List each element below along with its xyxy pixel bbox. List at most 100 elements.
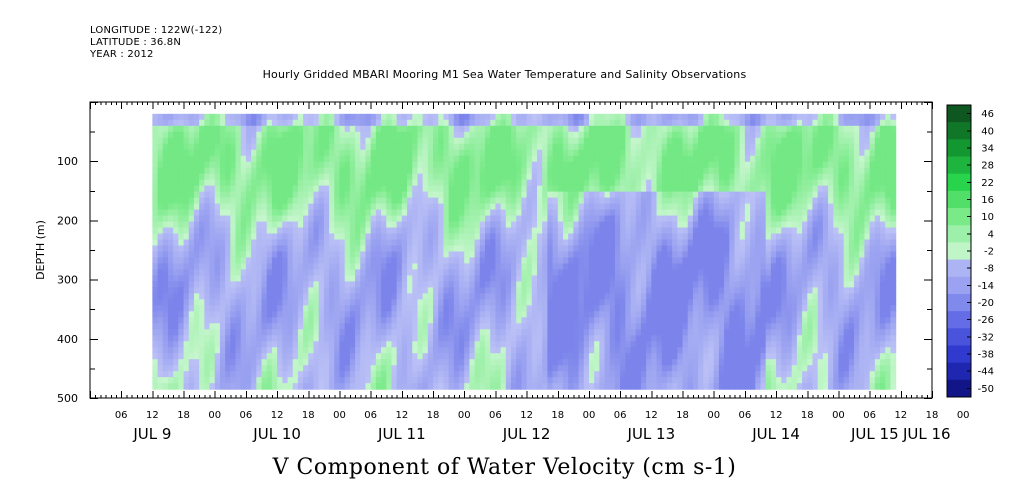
heatmap-cell [770,191,777,199]
heatmap-cell [396,281,403,288]
heatmap-cell [552,227,559,235]
heatmap-cell [770,155,777,163]
heatmap-cell [344,149,351,157]
heatmap-cell [323,257,330,265]
heatmap-cell [240,299,247,306]
heatmap-cell [755,269,762,277]
heatmap-cell [219,149,226,157]
heatmap-cell [240,131,247,139]
heatmap-cell [760,269,767,277]
heatmap-cell [890,125,897,133]
heatmap-cell [854,245,860,253]
heatmap-cell [703,263,710,271]
heatmap-cell [656,197,663,205]
heatmap-cell [479,191,486,199]
heatmap-cell [625,215,632,223]
heatmap-cell [880,293,886,300]
heatmap-cell [433,113,439,121]
heatmap-cell [739,161,746,169]
heatmap-cell [427,161,434,169]
heatmap-cell [573,161,580,169]
heatmap-cell [713,233,720,241]
heatmap-cell [453,143,460,151]
heatmap-cell [609,293,616,300]
heatmap-cell [287,197,294,205]
heatmap-cell [193,275,200,282]
heatmap-cell [885,155,892,163]
heatmap-cell [807,239,814,247]
heatmap-cell [812,113,819,121]
heatmap-cell [433,137,439,145]
heatmap-cell [245,317,252,324]
heatmap-cell [386,209,393,217]
heatmap-cell [848,275,855,282]
heatmap-cell [240,185,247,193]
heatmap-cell [755,257,762,265]
heatmap-cell [557,281,564,288]
heatmap-cell [412,239,419,247]
heatmap-cell [360,149,367,157]
heatmap-cell [843,149,850,157]
heatmap-cell [552,221,559,229]
heatmap-cell [703,305,710,312]
heatmap-cell [433,167,439,175]
heatmap-cell [776,293,782,300]
heatmap-cell [349,131,356,139]
heatmap-cell [666,251,673,259]
heatmap-cell [500,143,507,151]
heatmap-cell [443,113,450,121]
heatmap-cell [755,245,762,253]
heatmap-cell [698,179,704,187]
heatmap-cell [360,173,367,181]
heatmap-cell [303,197,309,205]
heatmap-cell [162,281,169,288]
heatmap-cell [199,203,205,211]
heatmap-cell [687,281,694,288]
heatmap-cell [594,221,600,229]
heatmap-cell [552,251,559,259]
heatmap-cell [854,239,860,247]
heatmap-cell [557,143,564,151]
heatmap-cell [526,305,533,312]
heatmap-cell [318,293,325,300]
heatmap-cell [833,167,840,175]
heatmap-cell [401,173,408,181]
heatmap-cell [266,227,273,235]
heatmap-cell [173,161,179,169]
heatmap-cell [573,209,580,217]
heatmap-cell [308,215,315,223]
heatmap-cell [199,119,205,127]
heatmap-cell [625,305,632,312]
heatmap-cell [796,269,803,277]
heatmap-cell [303,311,309,318]
heatmap-cell [776,173,782,181]
heatmap-cell [781,233,788,241]
heatmap-cell [609,131,616,139]
heatmap-cell [500,221,507,229]
heatmap-cell [677,137,684,145]
heatmap-cell [209,233,216,241]
heatmap-cell [495,287,502,294]
heatmap-cell [443,167,450,175]
heatmap-cell [219,263,226,271]
heatmap-cell [287,239,294,247]
heatmap-cell [651,311,658,318]
heatmap-cell [360,119,367,127]
heatmap-cell [318,305,325,312]
heatmap-cell [521,125,528,133]
heatmap-cell [287,137,294,145]
heatmap-cell [760,263,767,271]
heatmap-cell [370,311,377,318]
heatmap-cell [459,221,465,229]
heatmap-cell [303,299,309,306]
heatmap-cell [370,257,377,265]
heatmap-cell [724,269,730,277]
heatmap-cell [167,203,174,211]
heatmap-cell [724,155,730,163]
heatmap-cell [323,131,330,139]
heatmap-cell [698,293,704,300]
heatmap-cell [822,293,829,300]
heatmap-cell [443,245,450,253]
heatmap-cell [573,215,580,223]
heatmap-cell [355,143,361,151]
